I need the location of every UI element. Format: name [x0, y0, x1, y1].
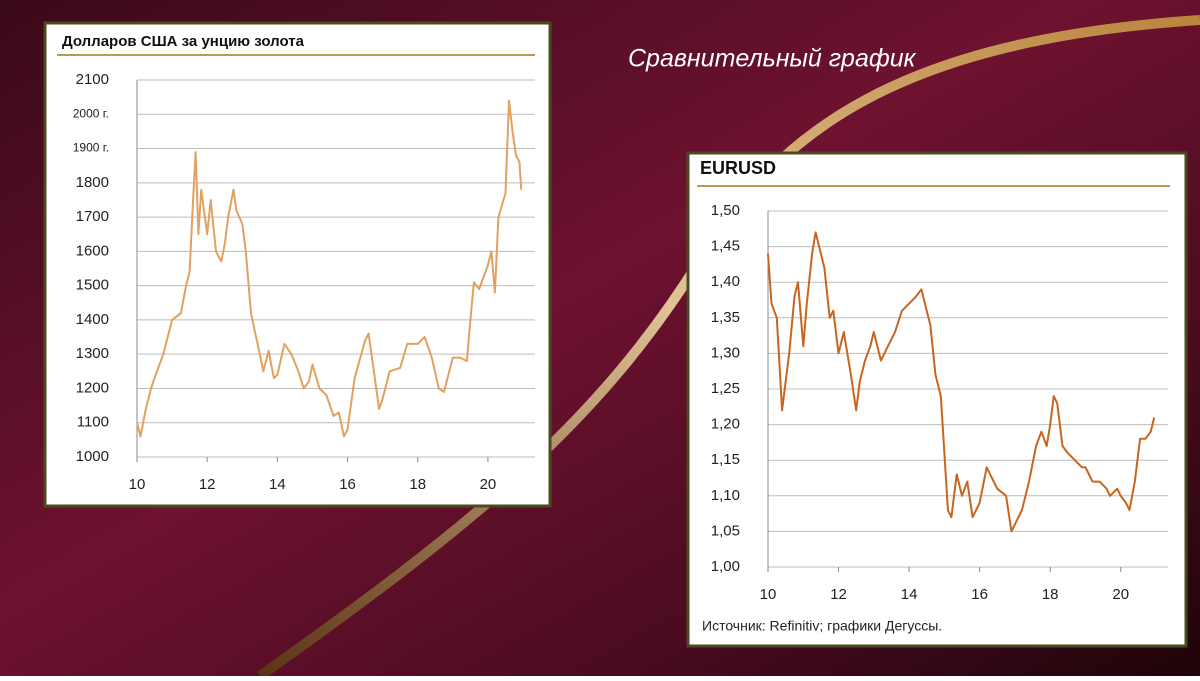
y-tick-label: 1,40 [711, 273, 740, 290]
x-tick-label: 14 [901, 586, 918, 603]
y-tick-label: 1000 [76, 448, 109, 465]
y-tick-label: 2100 [76, 71, 109, 88]
y-tick-label: 1500 [76, 277, 109, 294]
x-tick-label: 10 [129, 476, 146, 493]
line [767, 231, 1156, 533]
chart-title: Долларов США за унцию золота [62, 33, 305, 50]
y-tick-label: 1,10 [711, 487, 740, 504]
y-tick-label: 1,25 [711, 380, 740, 397]
x-tick-label: 16 [339, 476, 356, 493]
y-tick-label: 1700 [76, 208, 109, 225]
y-tick-label: 1,30 [711, 344, 740, 361]
x-tick-label: 14 [269, 476, 286, 493]
y-tick-label: 1,50 [711, 202, 740, 219]
x-tick-label: 16 [971, 586, 988, 603]
y-tick-label: 1300 [76, 345, 109, 362]
y-tick-label: 1900 г. [73, 141, 109, 155]
slide-title: Сравнительный график [628, 45, 917, 73]
x-tick-label: 12 [199, 476, 216, 493]
y-tick-label: 1,45 [711, 238, 740, 255]
x-tick-label: 12 [830, 586, 847, 603]
y-tick-label: 1800 [76, 174, 109, 191]
y-tick-label: 2000 г. [73, 106, 109, 120]
chart-title: EURUSD [700, 158, 776, 178]
y-tick-label: 1100 [77, 414, 109, 431]
x-tick-label: 18 [409, 476, 426, 493]
x-tick-label: 20 [480, 476, 497, 493]
y-tick-label: 1600 [76, 242, 109, 259]
source-note: Источник: Refinitiv; графики Дегуссы. [702, 618, 942, 634]
x-tick-label: 20 [1112, 586, 1129, 603]
y-tick-label: 1200 [76, 379, 109, 396]
x-tick-label: 10 [760, 586, 777, 603]
y-tick-label: 1,05 [711, 522, 740, 539]
y-tick-label: 1400 [76, 311, 109, 328]
y-tick-label: 1,20 [711, 416, 740, 433]
y-tick-label: 1,35 [711, 309, 740, 326]
y-tick-label: 1,00 [711, 558, 740, 575]
panel [686, 151, 1188, 648]
panel [43, 21, 552, 508]
line [136, 99, 523, 438]
x-tick-label: 18 [1042, 586, 1059, 603]
y-tick-label: 1,15 [711, 451, 740, 468]
